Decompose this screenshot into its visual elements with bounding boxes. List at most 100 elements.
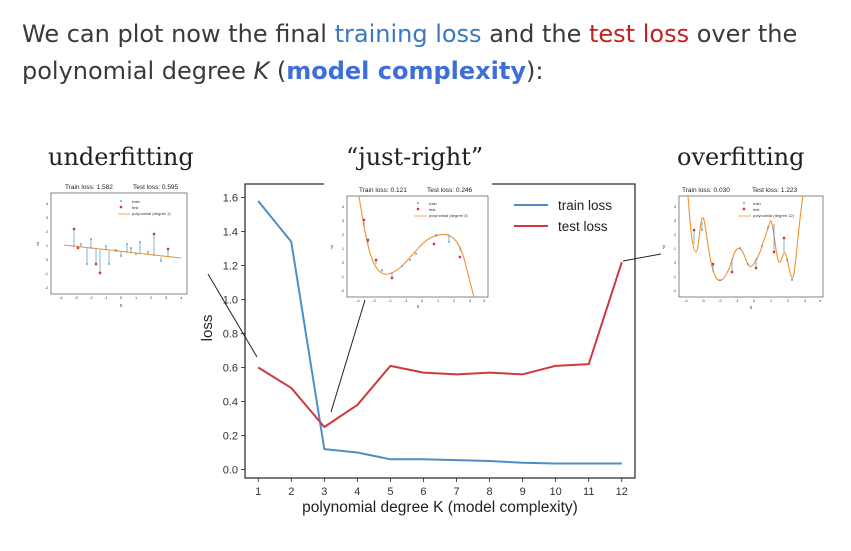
x-tick-label: 7 bbox=[453, 486, 459, 498]
svg-text:3: 3 bbox=[469, 299, 471, 303]
svg-text:-2: -2 bbox=[718, 299, 721, 303]
headline-text-2: and the bbox=[481, 20, 589, 48]
x-tick-label: 8 bbox=[487, 486, 493, 498]
headline: We can plot now the final training loss … bbox=[22, 16, 832, 90]
svg-text:polynomial (degree 1): polynomial (degree 1) bbox=[132, 211, 171, 216]
svg-text:0: 0 bbox=[674, 261, 676, 265]
headline-text-1: We can plot now the final bbox=[22, 20, 335, 48]
svg-text:1: 1 bbox=[342, 247, 344, 251]
y-tick-label: 1.2 bbox=[223, 261, 238, 273]
legend-test-label: test loss bbox=[558, 219, 608, 234]
just-right-train-loss-text: Train loss: 0.121 bbox=[359, 187, 407, 194]
svg-text:2: 2 bbox=[46, 230, 48, 234]
svg-text:train: train bbox=[132, 199, 140, 204]
svg-text:-1: -1 bbox=[735, 299, 738, 303]
just-right-legend: train test polynomial (degree 3) bbox=[414, 201, 468, 218]
x-tick-label: 10 bbox=[550, 486, 562, 498]
svg-text:train: train bbox=[753, 201, 761, 206]
underfit-fit-line bbox=[63, 244, 182, 259]
y-tick-label: 0.0 bbox=[223, 465, 238, 477]
just-right-fit-curve bbox=[358, 195, 475, 298]
headline-text-4: polynomial degree bbox=[22, 57, 254, 85]
y-tick-label: 0.2 bbox=[223, 431, 238, 443]
x-tick-label: 11 bbox=[583, 486, 594, 498]
y-tick-label: 1.6 bbox=[223, 193, 238, 205]
svg-text:-4: -4 bbox=[356, 299, 359, 303]
svg-text:1: 1 bbox=[674, 247, 676, 251]
svg-text:1: 1 bbox=[135, 296, 137, 300]
svg-text:-1: -1 bbox=[341, 275, 344, 279]
test-loss-line bbox=[257, 261, 623, 429]
series-layer bbox=[257, 200, 623, 465]
svg-text:1: 1 bbox=[770, 299, 772, 303]
svg-text:x: x bbox=[120, 303, 123, 309]
svg-text:-2: -2 bbox=[341, 289, 344, 293]
y-tick-label: 1.0 bbox=[223, 295, 238, 307]
svg-text:0: 0 bbox=[342, 261, 344, 265]
x-tick-label: 6 bbox=[420, 486, 426, 498]
svg-text:4: 4 bbox=[342, 205, 344, 209]
svg-text:3: 3 bbox=[46, 216, 48, 220]
svg-text:test: test bbox=[753, 207, 760, 212]
x-tick-label: 12 bbox=[616, 486, 628, 498]
just-right-inset: Train loss: 0.121 Test loss: 0.246 train… bbox=[324, 182, 492, 310]
y-tick-label: 0.6 bbox=[223, 363, 238, 375]
svg-text:-2: -2 bbox=[673, 289, 676, 293]
svg-text:3: 3 bbox=[804, 299, 806, 303]
x-tick-label: 5 bbox=[387, 486, 393, 498]
svg-text:2: 2 bbox=[674, 233, 676, 237]
svg-text:-1: -1 bbox=[404, 299, 407, 303]
underfit-legend: train test polynomial (degree 1) bbox=[118, 199, 171, 216]
svg-text:4: 4 bbox=[483, 299, 485, 303]
overfitting-label: overfitting bbox=[677, 143, 805, 171]
svg-text:4: 4 bbox=[180, 296, 182, 300]
svg-text:0: 0 bbox=[46, 258, 48, 262]
svg-text:2: 2 bbox=[342, 233, 344, 237]
svg-text:4: 4 bbox=[46, 202, 48, 206]
y-tick-label: 0.4 bbox=[223, 397, 238, 409]
underfit-train-loss-text: Train loss: 1.582 bbox=[65, 184, 113, 191]
svg-text:3: 3 bbox=[165, 296, 167, 300]
legend-train-label: train loss bbox=[558, 198, 612, 213]
svg-text:-3: -3 bbox=[372, 299, 375, 303]
svg-text:y: y bbox=[37, 241, 40, 247]
headline-text-6: ): bbox=[525, 57, 544, 85]
svg-text:-2: -2 bbox=[89, 296, 92, 300]
x-tick-label: 1 bbox=[255, 486, 261, 498]
headline-k: K bbox=[253, 57, 270, 85]
x-tick-label: 9 bbox=[520, 486, 526, 498]
x-tick-label: 3 bbox=[321, 486, 327, 498]
y-tick-label: 1.4 bbox=[223, 227, 238, 239]
svg-text:polynomial (degree 3): polynomial (degree 3) bbox=[429, 213, 468, 218]
svg-text:-1: -1 bbox=[45, 272, 48, 276]
overfit-train-loss-text: Train loss: 0.030 bbox=[682, 187, 730, 194]
svg-text:-1: -1 bbox=[673, 275, 676, 279]
y-tick-label: 0.8 bbox=[223, 329, 238, 341]
svg-text:3: 3 bbox=[674, 219, 676, 223]
underfit-test-loss-text: Test loss: 0.595 bbox=[133, 184, 179, 191]
svg-text:-4: -4 bbox=[684, 299, 687, 303]
x-axis-label: polynomial degree K (model complexity) bbox=[302, 499, 578, 516]
svg-text:2: 2 bbox=[453, 299, 455, 303]
overfit-legend: train test polynomial (degree 12) bbox=[738, 201, 795, 218]
x-ticks: 1 2 3 4 5 6 7 8 9 10 11 12 bbox=[255, 478, 628, 498]
svg-text:3: 3 bbox=[342, 219, 344, 223]
svg-text:0: 0 bbox=[120, 296, 122, 300]
svg-text:4: 4 bbox=[674, 205, 676, 209]
svg-text:0: 0 bbox=[753, 299, 755, 303]
svg-text:2: 2 bbox=[787, 299, 789, 303]
svg-text:1: 1 bbox=[437, 299, 439, 303]
svg-text:-4: -4 bbox=[59, 296, 62, 300]
svg-text:test: test bbox=[429, 207, 436, 212]
svg-text:x: x bbox=[750, 305, 753, 311]
svg-text:x: x bbox=[417, 304, 420, 310]
overfit-test-loss-text: Test loss: 1.223 bbox=[752, 187, 798, 194]
headline-model-complexity: model complexity bbox=[286, 57, 526, 85]
x-tick-label: 4 bbox=[354, 486, 360, 498]
headline-text-5: ( bbox=[269, 57, 287, 85]
svg-text:train: train bbox=[429, 201, 437, 206]
svg-text:-2: -2 bbox=[388, 299, 391, 303]
svg-text:-2: -2 bbox=[45, 286, 48, 290]
overfit-fit-curve bbox=[687, 195, 804, 281]
svg-text:2: 2 bbox=[150, 296, 152, 300]
